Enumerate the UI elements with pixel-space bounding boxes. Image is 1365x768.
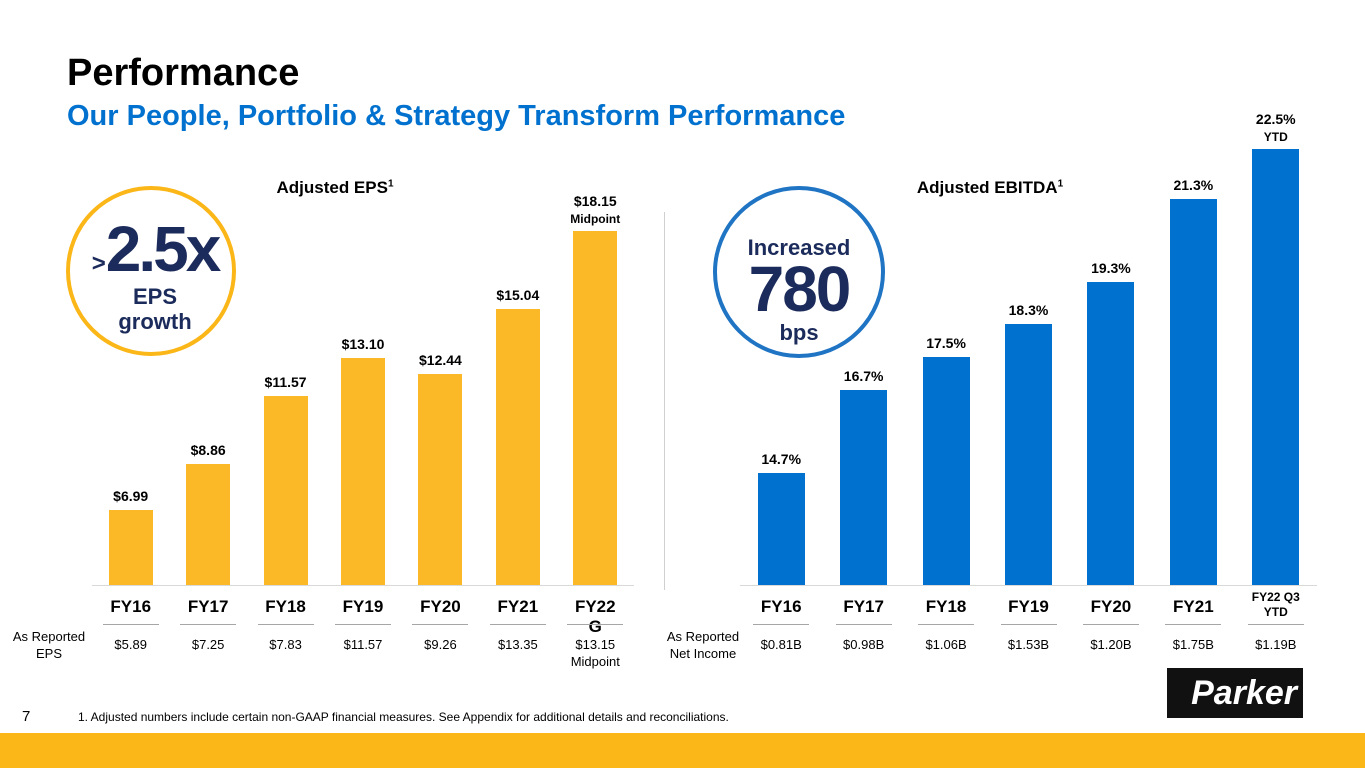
reported-value: $5.89 bbox=[114, 637, 147, 652]
separator bbox=[489, 624, 546, 625]
category-label: FY18 bbox=[925, 597, 967, 616]
x-axis bbox=[740, 585, 1317, 586]
bar bbox=[922, 356, 970, 585]
category-label: FY16 bbox=[760, 597, 802, 616]
reported-value: $7.25 bbox=[191, 637, 225, 652]
logo: Parker bbox=[1167, 668, 1303, 718]
value-label: 22.5% bbox=[1255, 111, 1296, 128]
page-number: 7 bbox=[22, 708, 31, 725]
divider bbox=[664, 212, 665, 590]
value-label: $18.15 bbox=[573, 193, 617, 210]
bar bbox=[186, 463, 231, 585]
category-label: FY22 Q3 YTD bbox=[1251, 590, 1300, 619]
badge-figure: 780 bbox=[748, 253, 852, 325]
value-label: 18.3% bbox=[1008, 301, 1049, 318]
category-label: FY17 bbox=[843, 597, 884, 616]
reported-label: As Reported EPS bbox=[12, 629, 86, 661]
reported-value: $1.06B bbox=[925, 637, 967, 652]
value-label: 17.5% bbox=[926, 334, 966, 351]
title-superscript: 1 bbox=[1057, 178, 1064, 190]
slide-title: Performance bbox=[67, 52, 300, 94]
chart-title: Adjusted EBITDA1 bbox=[870, 178, 1110, 198]
separator bbox=[1000, 624, 1057, 625]
chart-title-text: Adjusted EPS bbox=[276, 178, 388, 197]
separator bbox=[102, 624, 159, 625]
category-label: FY20 bbox=[420, 597, 461, 616]
category-label: FY16 bbox=[110, 597, 152, 616]
bar bbox=[263, 395, 308, 585]
bar bbox=[1087, 282, 1135, 585]
ebitda-badge: Increased 780 bps bbox=[713, 186, 885, 358]
badge-top: Increased bbox=[747, 235, 851, 260]
value-label: $8.86 bbox=[190, 441, 226, 458]
badge-caption: EPS growth bbox=[118, 284, 192, 334]
value-label: $11.57 bbox=[264, 373, 307, 390]
separator bbox=[180, 624, 237, 625]
category-label: FY19 bbox=[1008, 597, 1049, 616]
title-superscript: 1 bbox=[387, 178, 394, 190]
reported-value: $1.20B bbox=[1090, 637, 1132, 652]
bar bbox=[573, 231, 618, 585]
value-label: $15.04 bbox=[496, 287, 540, 303]
reported-value: $13.15 Midpoint bbox=[570, 637, 620, 669]
bar bbox=[1005, 323, 1052, 585]
category-label: FY17 bbox=[187, 597, 229, 616]
value-label: 21.3% bbox=[1173, 177, 1214, 194]
badge-prefix: > bbox=[91, 250, 106, 277]
footer-band bbox=[0, 733, 1365, 768]
category-label: FY21 bbox=[497, 597, 539, 616]
reported-value: $1.53B bbox=[1007, 637, 1050, 652]
bar bbox=[1252, 149, 1300, 585]
reported-value: $1.19B bbox=[1255, 637, 1297, 652]
value-label: 19.3% bbox=[1091, 260, 1131, 277]
value-label: 14.7% bbox=[761, 450, 802, 467]
category-label: FY20 bbox=[1090, 597, 1132, 616]
separator bbox=[412, 624, 469, 625]
badge-caption: bps bbox=[779, 320, 819, 345]
separator bbox=[335, 624, 391, 625]
separator bbox=[918, 624, 975, 625]
category-label: FY21 bbox=[1173, 597, 1214, 616]
bar bbox=[495, 309, 540, 585]
reported-value: $9.26 bbox=[424, 637, 457, 652]
badge-figure: 2.5x bbox=[105, 213, 222, 285]
reported-value: $1.75B bbox=[1172, 637, 1214, 652]
value-label: $13.10 bbox=[341, 335, 385, 352]
bar bbox=[418, 374, 463, 585]
separator bbox=[257, 624, 314, 625]
x-axis bbox=[92, 585, 634, 586]
annotation: Midpoint bbox=[570, 212, 621, 227]
value-label: $12.44 bbox=[419, 352, 462, 368]
bar bbox=[1169, 199, 1217, 585]
value-label: $6.99 bbox=[113, 488, 149, 505]
bar bbox=[340, 357, 386, 585]
category-label: FY18 bbox=[265, 597, 306, 616]
bar bbox=[108, 510, 153, 585]
slide-subtitle: Our People, Portfolio & Strategy Transfo… bbox=[67, 100, 846, 132]
chart-title: Adjusted EPS1 bbox=[215, 178, 455, 198]
footnote: 1. Adjusted numbers include certain non-… bbox=[78, 710, 729, 724]
reported-value: $7.83 bbox=[269, 637, 302, 652]
reported-value: $11.57 bbox=[343, 637, 383, 652]
badge-figure-row: >2.5x bbox=[70, 212, 240, 286]
reported-label: As Reported Net Income bbox=[666, 629, 740, 661]
eps-badge: >2.5x EPS growth bbox=[66, 186, 236, 356]
separator bbox=[1082, 624, 1139, 625]
annotation: YTD bbox=[1263, 130, 1288, 145]
bar bbox=[840, 389, 888, 585]
separator bbox=[1165, 624, 1222, 625]
separator bbox=[835, 624, 892, 625]
value-label: 16.7% bbox=[843, 367, 884, 384]
separator bbox=[567, 624, 624, 625]
reported-value: $13.35 bbox=[497, 637, 538, 652]
separator bbox=[753, 624, 810, 625]
category-label: FY22 G bbox=[574, 597, 616, 636]
separator bbox=[1247, 624, 1304, 625]
bar bbox=[757, 472, 805, 585]
reported-value: $0.98B bbox=[843, 637, 885, 652]
category-label: FY19 bbox=[342, 597, 384, 616]
reported-value: $0.81B bbox=[760, 637, 802, 652]
chart-title-text: Adjusted EBITDA bbox=[916, 178, 1058, 197]
